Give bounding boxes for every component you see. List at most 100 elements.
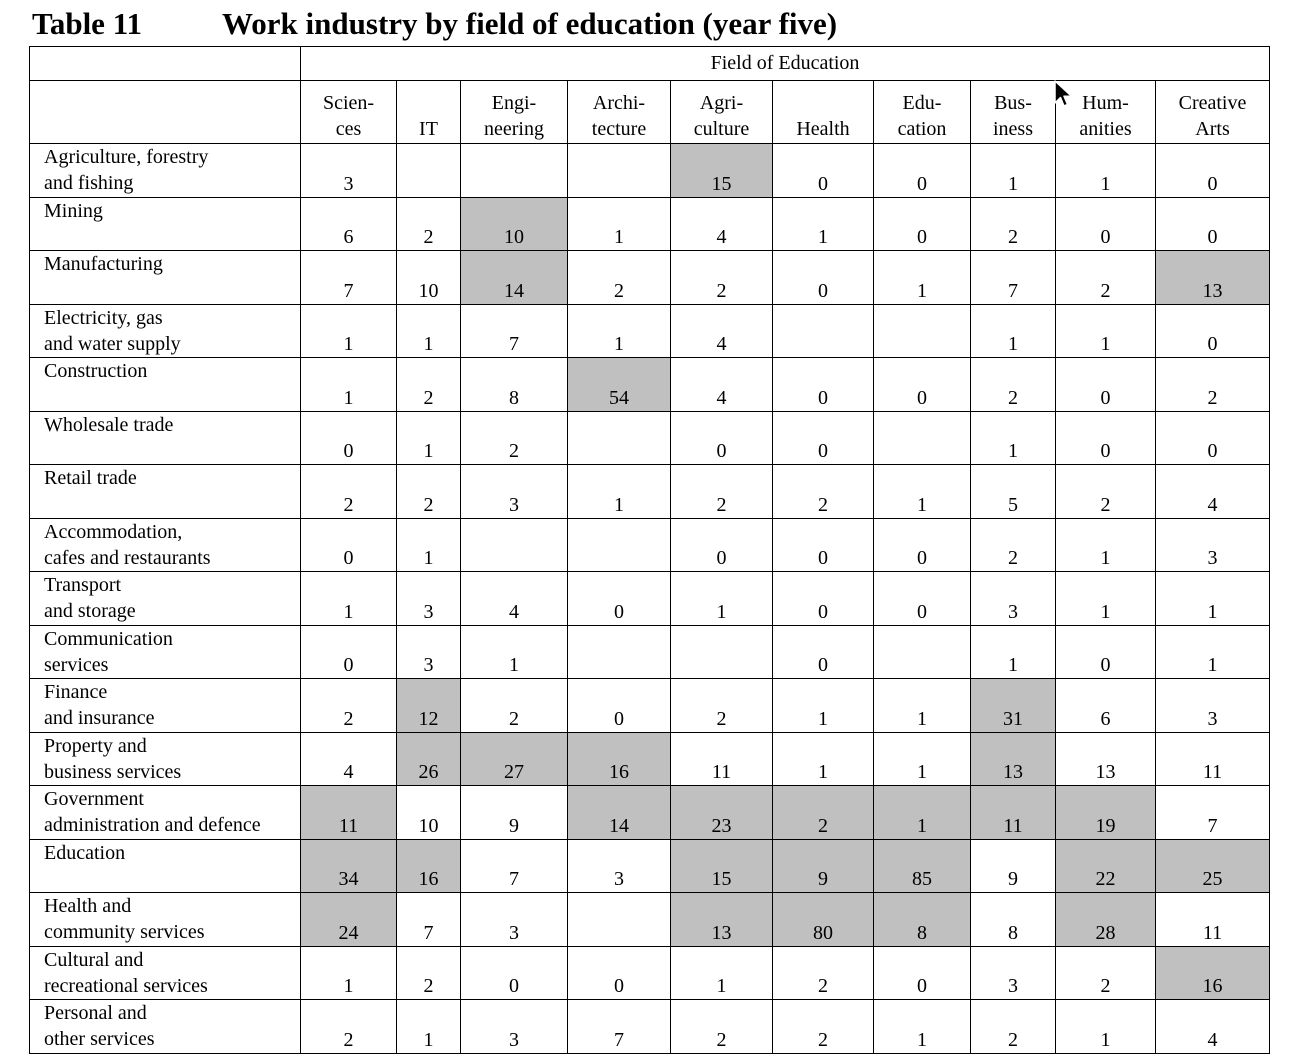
table-row: Property and business services 4 26 27 16 11 1 1… bbox=[29, 731, 1271, 786]
table-cell: 1 bbox=[396, 303, 461, 358]
table-cell: 2 bbox=[772, 945, 874, 1000]
table-cell: 1 bbox=[300, 571, 397, 626]
table-cell: 0 bbox=[567, 571, 671, 626]
table-row: Communication services 0 3 1 0 1 0 1 bbox=[29, 624, 1271, 679]
table-cell: 1 bbox=[1055, 517, 1156, 572]
table-cell: 13 bbox=[670, 892, 773, 947]
table-cell: 1 bbox=[300, 357, 397, 412]
table-number: Table 11 bbox=[32, 6, 142, 41]
table-cell: 3 bbox=[567, 838, 671, 893]
table-cell: 13 bbox=[1055, 731, 1156, 786]
table-body: Agriculture, forestry and fishing 3 15 0 0 1 1 0… bbox=[29, 143, 1271, 1054]
table-cell: 9 bbox=[772, 838, 874, 893]
row-label: Agriculture, forestry and fishing bbox=[29, 143, 301, 198]
column-header: Health bbox=[772, 80, 874, 144]
table-cell: 1 bbox=[1055, 571, 1156, 626]
table-cell: 8 bbox=[460, 357, 568, 412]
table-cell: 85 bbox=[873, 838, 971, 893]
table-cell: 1 bbox=[970, 410, 1056, 465]
row-label-line: Personal and bbox=[44, 1002, 147, 1024]
table-cell: 0 bbox=[873, 945, 971, 1000]
row-label-line: Cultural and bbox=[44, 948, 144, 971]
row-label-line: and water supply bbox=[44, 332, 181, 355]
table-cell: 7 bbox=[396, 892, 461, 947]
table-cell: 2 bbox=[1055, 945, 1156, 1000]
table-cell: 4 bbox=[1154, 999, 1271, 1054]
table-cell: 4 bbox=[670, 196, 773, 251]
table-cell: 6 bbox=[300, 196, 397, 251]
row-label-line: Property and bbox=[44, 734, 147, 757]
table-cell: 1 bbox=[772, 731, 874, 786]
table-cell: 15 bbox=[670, 838, 773, 893]
table-cell: 14 bbox=[460, 250, 568, 305]
table-cell: 0 bbox=[1055, 624, 1156, 679]
table-cell: 10 bbox=[396, 250, 461, 305]
table-cell: 1 bbox=[873, 464, 971, 519]
table-cell: 10 bbox=[396, 785, 461, 840]
table-row: Agriculture, forestry and fishing 3 15 0 0 1 1 0 bbox=[29, 143, 1271, 198]
row-label: Education bbox=[29, 838, 301, 893]
table-cell: 1 bbox=[873, 785, 971, 840]
table-cell: 1 bbox=[873, 250, 971, 305]
table-row: Electricity, gas and water supply 1 1 7 1 4 1 1 0 bbox=[29, 303, 1271, 358]
table-cell: 7 bbox=[567, 999, 671, 1054]
table-cell: 3 bbox=[460, 892, 568, 947]
table-row: Education 34 16 7 3 15 9 85 9 22 25 bbox=[29, 838, 1271, 893]
row-label: Construction bbox=[29, 357, 301, 412]
table-cell: 4 bbox=[1154, 464, 1271, 519]
table-cell: 3 bbox=[460, 999, 568, 1054]
table-cell: 1 bbox=[1055, 999, 1156, 1054]
row-label-line: Wholesale trade bbox=[44, 413, 174, 436]
table-cell: 13 bbox=[970, 731, 1056, 786]
table-cell bbox=[567, 143, 671, 198]
row-label: Retail trade bbox=[29, 464, 301, 519]
table-cell: 1 bbox=[970, 624, 1056, 679]
table-cell: 11 bbox=[970, 785, 1056, 840]
table-cell: 16 bbox=[1154, 945, 1271, 1000]
table-cell: 2 bbox=[970, 357, 1056, 412]
table-cell: 0 bbox=[670, 410, 773, 465]
table-cell: 3 bbox=[396, 624, 461, 679]
table-cell bbox=[460, 517, 568, 572]
row-label: Transport and storage bbox=[29, 571, 301, 626]
row-label-line: Electricity, gas bbox=[44, 306, 163, 329]
table-cell: 14 bbox=[567, 785, 671, 840]
table-cell: 0 bbox=[772, 571, 874, 626]
table-cell: 2 bbox=[300, 464, 397, 519]
column-header-line: cation bbox=[897, 118, 947, 140]
table-cell: 27 bbox=[460, 731, 568, 786]
row-label-line: Retail trade bbox=[44, 467, 137, 489]
row-label: Government administration and defence bbox=[29, 785, 301, 840]
row-label-line: Education bbox=[44, 841, 126, 864]
table-cell: 8 bbox=[873, 892, 971, 947]
column-header-line: tecture bbox=[591, 118, 647, 140]
table-cell: 2 bbox=[567, 250, 671, 305]
table-cell: 0 bbox=[772, 250, 874, 305]
table-row: Manufacturing 7 10 14 2 2 0 1 7 2 13 bbox=[29, 250, 1271, 305]
table-cell: 19 bbox=[1055, 785, 1156, 840]
table-cell: 1 bbox=[300, 303, 397, 358]
table-cell bbox=[873, 410, 971, 465]
table-cell: 1 bbox=[567, 196, 671, 251]
column-header: Agri-culture bbox=[670, 80, 773, 144]
table-cell: 0 bbox=[772, 410, 874, 465]
column-header: Edu-cation bbox=[873, 80, 971, 144]
row-label-line: Health and bbox=[44, 895, 132, 917]
table-row: Retail trade 2 2 3 1 2 2 1 5 2 4 bbox=[29, 464, 1271, 519]
table-cell: 24 bbox=[300, 892, 397, 947]
column-header: Bus-iness bbox=[970, 80, 1056, 144]
column-header-line: Archi- bbox=[592, 92, 646, 114]
table-cell: 1 bbox=[772, 196, 874, 251]
row-label: Electricity, gas and water supply bbox=[29, 303, 301, 358]
table-cell: 3 bbox=[1154, 517, 1271, 572]
table-cell: 3 bbox=[460, 464, 568, 519]
table-cell: 15 bbox=[670, 143, 773, 198]
column-header-line: Engi- bbox=[491, 92, 537, 114]
table-row: Wholesale trade 0 1 2 0 0 1 0 0 bbox=[29, 410, 1271, 465]
table-cell: 80 bbox=[772, 892, 874, 947]
table-cell: 1 bbox=[300, 945, 397, 1000]
table-cell: 1 bbox=[396, 410, 461, 465]
table-cell: 11 bbox=[670, 731, 773, 786]
row-label-line: Construction bbox=[44, 360, 148, 382]
table-cell: 0 bbox=[873, 143, 971, 198]
